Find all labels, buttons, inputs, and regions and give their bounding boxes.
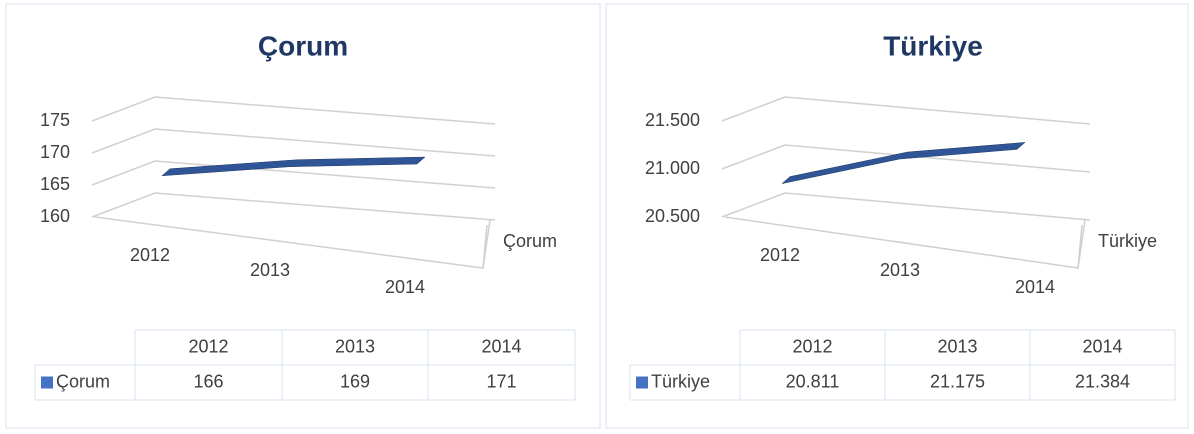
depth-wall [482, 224, 488, 269]
y-tick-label: 175 [40, 110, 70, 130]
y-tick-label: 170 [40, 142, 70, 162]
table-header: 2012 [188, 336, 228, 356]
grid-line [721, 96, 1091, 125]
table-header: 2014 [481, 336, 521, 356]
table-value: 171 [486, 371, 516, 391]
table-header: 2012 [792, 336, 832, 356]
series-ribbon [781, 142, 1026, 185]
grid-line [91, 160, 496, 189]
table-header: 2013 [937, 336, 977, 356]
legend-label: Türkiye [651, 371, 710, 391]
legend-swatch [41, 376, 53, 389]
grid-line [721, 192, 1091, 221]
x-tick-label: 2013 [880, 260, 920, 280]
y-tick-label: 20.500 [645, 206, 700, 226]
grid-line [91, 96, 496, 125]
grid-line [91, 128, 496, 157]
table-value: 21.175 [930, 371, 985, 391]
x-tick-label: 2012 [760, 245, 800, 265]
table-value: 166 [193, 371, 223, 391]
chart-title: Çorum [258, 30, 348, 61]
x-tick-label: 2012 [130, 245, 170, 265]
panel [5, 3, 601, 429]
y-tick-label: 160 [40, 206, 70, 226]
legend-label: Çorum [56, 371, 110, 391]
series-ribbon [161, 156, 426, 177]
legend-swatch [636, 376, 648, 389]
depth-wall [1077, 224, 1083, 269]
y-tick-label: 21.000 [645, 158, 700, 178]
table-header: 2014 [1082, 336, 1122, 356]
x-tick-label: 2014 [1015, 277, 1055, 297]
grid-line [721, 144, 1091, 173]
grid-line [91, 192, 496, 221]
table-value: 169 [340, 371, 370, 391]
series-axis-label: Çorum [503, 231, 557, 251]
x-tick-label: 2013 [250, 260, 290, 280]
chart-title: Türkiye [883, 30, 983, 61]
panel [605, 3, 1189, 429]
y-tick-label: 165 [40, 174, 70, 194]
table-header: 2013 [335, 336, 375, 356]
table-value: 21.384 [1075, 371, 1130, 391]
table-value: 20.811 [786, 371, 840, 391]
y-tick-label: 21.500 [645, 110, 700, 130]
x-tick-label: 2014 [385, 277, 425, 297]
series-axis-label: Türkiye [1098, 231, 1157, 251]
